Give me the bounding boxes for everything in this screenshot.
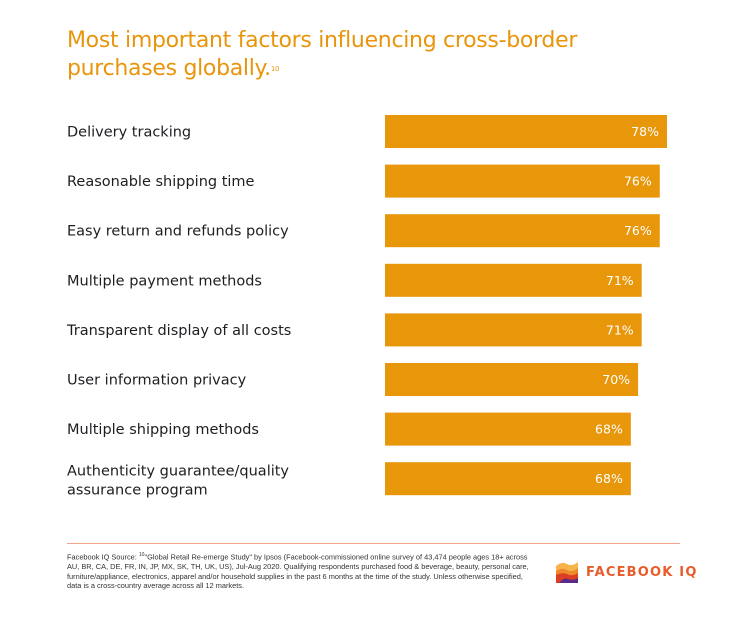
category-label: Delivery tracking — [67, 125, 191, 141]
category-label: Reasonable shipping time — [67, 174, 255, 190]
facebook-iq-logo-icon — [556, 562, 578, 583]
source-note: Facebook IQ Source: 10"Global Retail Re-… — [67, 552, 529, 591]
facebook-iq-logo: FACEBOOK IQ — [556, 561, 698, 583]
bar — [385, 164, 660, 198]
data-label: 70% — [602, 372, 630, 387]
title-footnote: 10 — [270, 65, 280, 73]
data-label: 68% — [595, 422, 623, 437]
data-label: 68% — [595, 471, 623, 486]
category-label: Authenticity guarantee/quality assurance … — [67, 464, 289, 499]
data-label: 78% — [631, 124, 659, 139]
bar — [385, 313, 642, 347]
category-label: Multiple shipping methods — [67, 422, 259, 438]
category-label: User information privacy — [67, 373, 247, 389]
category-label: Easy return and refunds policy — [67, 224, 289, 240]
data-label: 71% — [606, 322, 634, 337]
chart-title: Most important factors influencing cross… — [67, 28, 578, 81]
category-label: Multiple payment methods — [67, 273, 262, 289]
data-label: 71% — [606, 273, 634, 288]
bar — [385, 363, 639, 396]
bar — [385, 462, 631, 496]
bar — [385, 214, 660, 248]
bar — [385, 263, 642, 297]
data-label: 76% — [624, 174, 652, 189]
divider — [67, 543, 680, 544]
logo-text: FACEBOOK IQ — [586, 564, 698, 580]
category-label: Transparent display of all costs — [66, 323, 291, 339]
bar — [385, 412, 631, 446]
bar — [385, 115, 667, 148]
data-label: 76% — [624, 223, 652, 238]
bar-chart: 78% Delivery tracking 76% Reasonable shippi… — [66, 115, 667, 499]
